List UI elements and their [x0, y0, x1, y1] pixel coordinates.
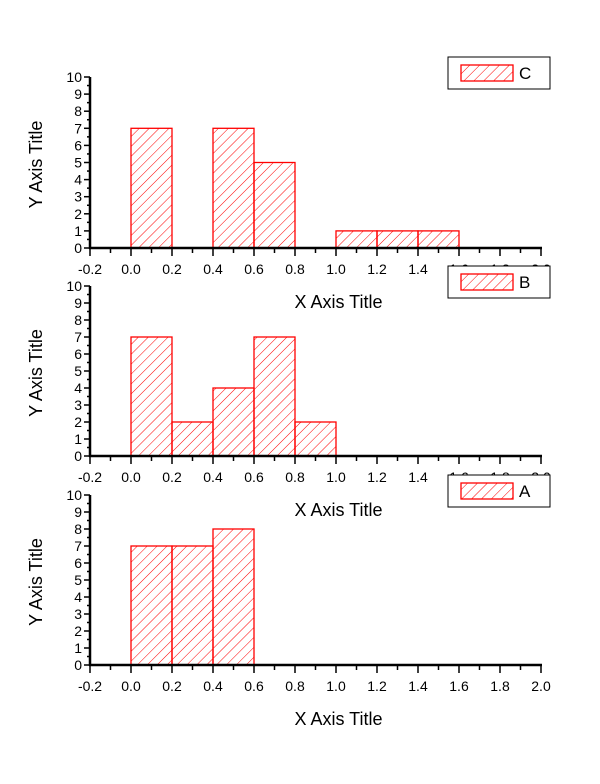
y-tick-label: 7: [74, 538, 82, 554]
histogram-bar: [335, 230, 378, 249]
x-tick-label: 0.4: [203, 678, 223, 694]
histogram-bar: [130, 545, 173, 666]
x-tick-label: 1.0: [326, 261, 346, 277]
y-tick-label: 1: [74, 223, 82, 239]
y-axis-title: Y Axis Title: [26, 329, 46, 417]
x-tick-label: 0.4: [203, 261, 223, 277]
x-tick-label: 1.2: [367, 678, 387, 694]
x-axis-title: X Axis Title: [294, 500, 382, 520]
histogram-bar: [376, 230, 419, 249]
x-tick-label: 1.0: [326, 469, 346, 485]
x-tick-label: 1.0: [326, 678, 346, 694]
histogram-bar: [253, 161, 296, 249]
y-tick-label: 7: [74, 120, 82, 136]
y-tick-label: 3: [74, 397, 82, 413]
y-tick-label: 9: [74, 86, 82, 102]
histogram-bar: [130, 336, 173, 457]
y-axis-title: Y Axis Title: [26, 538, 46, 626]
x-tick-label: 1.4: [408, 469, 428, 485]
y-tick-label: 4: [74, 172, 82, 188]
y-tick-label: 6: [74, 137, 82, 153]
histogram-bar: [294, 421, 337, 457]
x-tick-label: -0.2: [78, 678, 102, 694]
histogram-bar: [130, 127, 173, 249]
x-tick-label: 1.6: [449, 678, 469, 694]
x-tick-label: 0.0: [121, 469, 141, 485]
x-tick-label: 0.6: [244, 261, 264, 277]
histogram-bar: [417, 230, 460, 249]
legend-label: B: [519, 273, 530, 292]
histogram-bar: [212, 127, 255, 249]
x-tick-label: 1.2: [367, 261, 387, 277]
y-tick-label: 10: [66, 487, 82, 503]
x-tick-label: 0.2: [162, 469, 182, 485]
y-tick-label: 0: [74, 240, 82, 256]
y-tick-label: 8: [74, 312, 82, 328]
y-tick-label: 1: [74, 640, 82, 656]
legend-label: C: [519, 64, 531, 83]
x-tick-label: 0.2: [162, 678, 182, 694]
x-tick-label: 1.4: [408, 261, 428, 277]
x-tick-label: 0.8: [285, 261, 305, 277]
histogram-bar: [171, 545, 214, 666]
y-tick-label: 6: [74, 555, 82, 571]
x-tick-label: 1.8: [490, 678, 510, 694]
y-tick-label: 10: [66, 69, 82, 85]
legend-label: A: [519, 482, 531, 501]
x-tick-label: 0.6: [244, 678, 264, 694]
x-tick-label: 1.2: [367, 469, 387, 485]
y-tick-label: 2: [74, 623, 82, 639]
x-tick-label: 1.4: [408, 678, 428, 694]
y-tick-label: 0: [74, 448, 82, 464]
y-tick-label: 4: [74, 589, 82, 605]
x-tick-label: 0.0: [121, 678, 141, 694]
legend: A: [447, 474, 551, 508]
y-tick-label: 8: [74, 521, 82, 537]
x-tick-label: 0.8: [285, 469, 305, 485]
y-tick-label: 2: [74, 414, 82, 430]
y-tick-label: 5: [74, 363, 82, 379]
y-tick-label: 10: [66, 278, 82, 294]
x-tick-label: 2.0: [531, 678, 551, 694]
y-tick-label: 4: [74, 380, 82, 396]
legend-swatch-icon: [460, 64, 514, 82]
x-tick-label: 0.4: [203, 469, 223, 485]
histogram-bar: [171, 421, 214, 457]
y-tick-label: 9: [74, 295, 82, 311]
y-tick-label: 0: [74, 657, 82, 673]
x-tick-label: -0.2: [78, 261, 102, 277]
histogram-bar: [212, 387, 255, 457]
y-tick-label: 3: [74, 606, 82, 622]
y-tick-label: 8: [74, 103, 82, 119]
y-tick-label: 2: [74, 206, 82, 222]
legend: C: [447, 56, 551, 90]
legend-swatch-icon: [460, 273, 514, 291]
y-axis-title: Y Axis Title: [26, 121, 46, 209]
x-tick-label: 0.2: [162, 261, 182, 277]
histogram-bar: [253, 336, 296, 457]
y-tick-label: 5: [74, 572, 82, 588]
y-tick-label: 9: [74, 504, 82, 520]
x-tick-label: 0.8: [285, 678, 305, 694]
x-axis-title: X Axis Title: [294, 292, 382, 312]
histogram-bar: [212, 528, 255, 666]
legend-swatch-icon: [460, 482, 514, 500]
y-tick-label: 6: [74, 346, 82, 362]
x-tick-label: 0.6: [244, 469, 264, 485]
y-tick-label: 7: [74, 329, 82, 345]
y-tick-label: 1: [74, 431, 82, 447]
x-axis-title: X Axis Title: [294, 709, 382, 729]
x-tick-label: 0.0: [121, 261, 141, 277]
legend: B: [447, 265, 551, 299]
x-tick-label: -0.2: [78, 469, 102, 485]
y-tick-label: 5: [74, 155, 82, 171]
y-tick-label: 3: [74, 189, 82, 205]
